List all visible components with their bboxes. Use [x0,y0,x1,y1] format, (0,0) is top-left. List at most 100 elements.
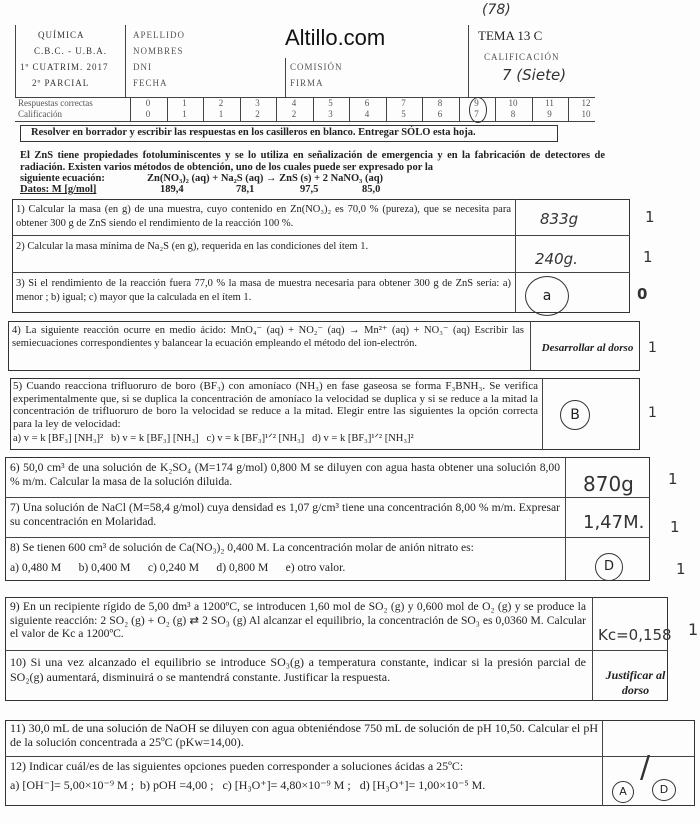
field-dni[interactable]: DNI [133,62,152,72]
question-2: 2) Calcular la masa mínima de Na₂S (en g… [16,241,369,252]
mark-8: 1 [676,560,686,578]
circled-score-mark [468,97,487,123]
instruction-text: Resolver en borrador y escribir las resp… [31,127,476,138]
watermark: Altillo.com [285,25,386,50]
field-nombres[interactable]: NOMBRES [133,46,184,56]
field-apellido[interactable]: APELLIDO [133,30,185,40]
answer-3[interactable]: a [525,276,569,316]
question-5-options: a) v = k [BF₃] [NH₃]² b) v = k [BF₃] [NH… [13,433,414,444]
grade-value: 0 [145,109,151,119]
correct-count: 6 [364,98,370,108]
grade-value: 1 [182,109,187,119]
question-1: 1) Calcular la masa (en g) de una muestr… [16,204,511,229]
question-6: 6) 50,0 cm³ de una solución de K₂SO₄ (M=… [10,461,560,488]
answer-6[interactable]: 870g [583,472,634,496]
score-col-divider [531,97,533,121]
grade-value: 5 [401,109,406,119]
intro-data-label: Datos: M [g/mol] [20,184,97,195]
score-col-divider [422,97,423,121]
instruction-box: Resolver en borrador y escribir las resp… [20,125,558,142]
mass-zn-no3: 189,4 [160,184,184,195]
score-col-divider [385,97,387,121]
score-row2-label: Calificación [18,109,62,119]
correct-count: 3 [255,98,260,108]
mass-nano3: 85,0 [362,184,381,195]
question-8-options: a) 0,480 M b) 0,400 M c) 0,240 M d) 0,80… [10,561,346,574]
mark-2: 1 [643,248,653,266]
correct-count: 11 [545,98,554,108]
grade-value: 2 [255,109,260,119]
grade-value: 4 [364,109,370,119]
questions-6-8-box [5,457,650,581]
question-3: 3) Si el rendimiento de la reacción fuer… [16,278,511,303]
score-col-divider [239,97,241,121]
answer-1[interactable]: 833g [540,210,579,228]
grade-value: 8 [510,109,516,119]
answer-9[interactable]: Kc=0,158 [598,626,672,644]
answer-7[interactable]: 1,47M. [583,512,645,533]
grade-value: 2 [291,109,297,119]
answer-10: Justificar al dorso [605,668,666,697]
grade-value: 1 [218,109,224,119]
score-col-divider [495,97,496,121]
mass-zns: 97,5 [300,184,319,195]
correct-count: 4 [291,98,297,108]
correct-count: 8 [437,98,443,108]
score-row1-label: Respuestas correctas [18,98,93,108]
score-col-divider [349,97,350,121]
course-line: QUÍMICA [38,30,85,40]
mark-3: 0 [637,285,648,303]
question-12: 12) Indicar cuál/es de las siguientes op… [10,759,464,773]
mark-7: 1 [670,518,680,536]
course-line: C.B.C. - U.B.A. [34,46,108,56]
mark-4: 1 [648,340,657,356]
questions-9-10-box [5,597,668,701]
question-12-options: a) [OH⁻]= 5,00×10⁻⁹ M ; b) pOH =4,00 ; c… [10,778,486,792]
question-10: 10) Si una vez alcanzado el equilibrio s… [10,655,586,684]
answer-2[interactable]: 240g. [535,250,578,268]
answer-5[interactable]: B [560,400,590,430]
tema-label: TEMA 13 C [478,28,543,43]
mark-9: 1 [688,620,699,639]
answer-8[interactable]: D [595,553,623,581]
score-col-divider [166,97,168,121]
correct-count: 2 [218,98,224,108]
question-11: 11) 30,0 mL de una solución de NaOH se d… [10,721,598,749]
score-col-divider [276,97,277,121]
grade-value: 9 [547,109,552,119]
answer-12-d[interactable]: D [652,779,676,801]
calificacion-value: 7 (Siete) [502,66,567,84]
mark-5: 1 [648,405,657,421]
answer-12-a[interactable]: A [612,781,634,803]
score-col-divider [203,97,204,121]
course-line: 1º CUATRIM. 2017 [20,62,109,72]
answer-11[interactable]: / [640,750,651,785]
field-fecha[interactable]: FECHA [133,78,168,88]
calificacion-label: CALIFICACIÓN [484,52,560,62]
question-4-box [8,321,640,371]
page-mark: (78) [482,2,511,18]
answer-4: Desarrollar al dorso [541,342,634,354]
question-4: 4) La siguiente reacción ocurre en medio… [12,325,524,349]
mark-6: 1 [668,470,678,488]
field-firma[interactable]: FIRMA [290,78,324,88]
intro-text: El ZnS tiene propiedades fotoluminiscent… [20,150,605,173]
correct-count: 10 [508,98,518,108]
correct-count: 1 [182,98,187,108]
question-5-box [10,378,640,450]
mass-na2s: 78,1 [236,184,255,195]
intro-equation: Zn(NO₃)₂ (aq) + Na₂S (aq) → ZnS (s) + 2 … [147,173,384,184]
questions-1-3-box [12,199,630,313]
correct-count: 12 [581,98,591,108]
correct-count: 0 [145,98,151,108]
intro-eq-label: siguiente ecuación: [20,173,105,184]
score-col-divider [130,97,131,121]
field-comision[interactable]: COMISIÓN [290,62,343,72]
grade-value: 3 [328,109,333,119]
correct-count: 7 [401,98,406,108]
score-col-divider [312,97,314,121]
question-5: 5) Cuando reacciona trifluoruro de boro … [13,380,538,430]
grade-value: 6 [437,109,443,119]
score-col-divider [568,97,569,121]
